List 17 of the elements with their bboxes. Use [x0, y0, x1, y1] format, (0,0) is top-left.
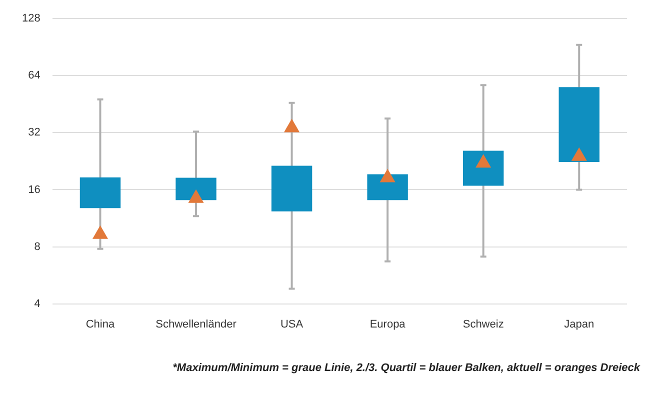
- x-tick-label: Europa: [370, 318, 406, 330]
- x-tick-label: Schwellenländer: [156, 318, 237, 330]
- y-tick-label: 8: [34, 240, 40, 253]
- point: [572, 148, 587, 161]
- x-tick-label: China: [86, 318, 116, 330]
- x-tick-label: Japan: [564, 318, 594, 330]
- point: [380, 169, 395, 182]
- x-tick-label: Schweiz: [462, 318, 504, 330]
- x-tick-label: USA: [280, 318, 304, 330]
- y-tick-label: 32: [28, 126, 40, 139]
- point: [92, 226, 108, 239]
- point: [284, 119, 300, 132]
- y-tick-label: 128: [22, 12, 40, 25]
- y-tick-label: 4: [34, 298, 40, 310]
- y-tick-label: 16: [28, 184, 40, 196]
- text: *Maximum/Minimum = graue Linie, 2./3. Quartil = blauer Balken, aktuell = oranges Dreieck: [172, 362, 640, 374]
- y-tick-label: 64: [28, 70, 40, 82]
